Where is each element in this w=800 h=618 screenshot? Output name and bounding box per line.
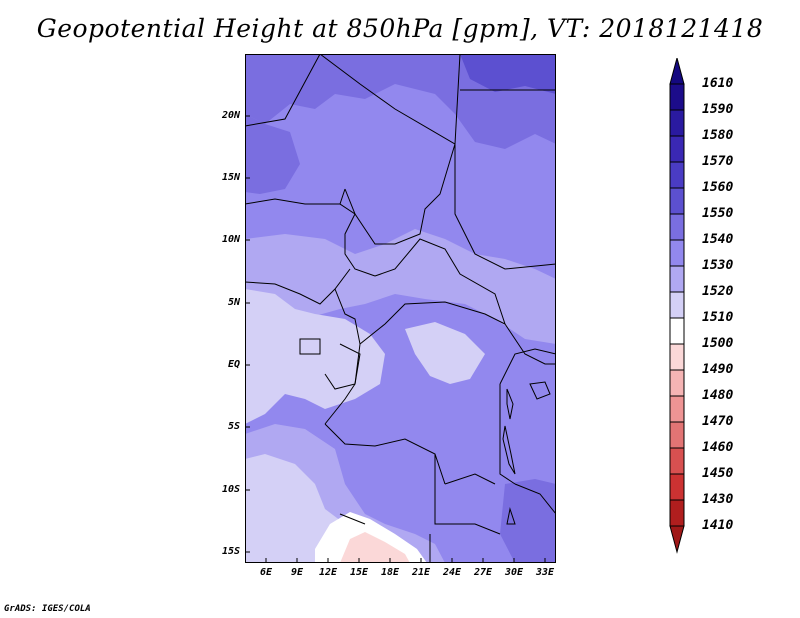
lon-label: 15E bbox=[349, 567, 369, 578]
lon-label: 30E bbox=[504, 567, 524, 578]
colorbar-swatch bbox=[669, 83, 685, 111]
colorbar-level-label: 1470 bbox=[702, 414, 734, 429]
colorbar-swatch bbox=[669, 395, 685, 423]
fill-1500 bbox=[340, 532, 410, 563]
colorbar-swatch bbox=[669, 473, 685, 501]
lakes bbox=[502, 381, 551, 525]
lon-label: 21E bbox=[411, 567, 431, 578]
colorbar-level-label: 1580 bbox=[702, 128, 734, 143]
colorbar-level-label: 1490 bbox=[702, 362, 734, 377]
lat-label: 5S bbox=[227, 421, 240, 432]
colorbar-level-label: 1480 bbox=[702, 388, 734, 403]
lat-label: 20N bbox=[221, 110, 240, 121]
lon-label: 27E bbox=[473, 567, 493, 578]
lon-label: 9E bbox=[290, 567, 304, 578]
colorbar-level-label: 1530 bbox=[702, 258, 734, 273]
lon-label: 12E bbox=[318, 567, 338, 578]
lon-label: 6E bbox=[259, 567, 273, 578]
colorbar-swatch bbox=[669, 135, 685, 163]
colorbar-level-label: 1550 bbox=[702, 206, 734, 221]
colorbar-swatch bbox=[669, 109, 685, 137]
fill-1550-west bbox=[245, 114, 300, 194]
colorbar-swatch bbox=[669, 291, 685, 319]
lat-label: 15N bbox=[221, 172, 240, 183]
colorbar-level-label: 1410 bbox=[702, 518, 734, 533]
fill-1530-band bbox=[245, 229, 556, 344]
colorbar-level-label: 1610 bbox=[702, 76, 734, 91]
lat-label: EQ bbox=[227, 359, 240, 370]
lat-label: 15S bbox=[221, 546, 240, 557]
map-panel bbox=[245, 54, 556, 563]
lat-label: 5N bbox=[227, 297, 240, 308]
colorbar-level-label: 1590 bbox=[702, 102, 734, 117]
colorbar-level-label: 1450 bbox=[702, 466, 734, 481]
colorbar-swatch bbox=[669, 369, 685, 397]
colorbar-bottom-arrow bbox=[669, 525, 685, 554]
colorbar-level-label: 1500 bbox=[702, 336, 734, 351]
colorbar-level-label: 1510 bbox=[702, 310, 734, 325]
colorbar-level-label: 1570 bbox=[702, 154, 734, 169]
lat-label: 10N bbox=[221, 234, 240, 245]
colorbar-swatch bbox=[669, 421, 685, 449]
contour-fill bbox=[245, 54, 556, 563]
colorbar-swatch bbox=[669, 499, 685, 527]
fill-1520-west bbox=[245, 289, 385, 424]
colorbar-top-arrow bbox=[669, 58, 685, 85]
colorbar-level-label: 1460 bbox=[702, 440, 734, 455]
axis-ticks bbox=[245, 115, 546, 563]
lat-label: 10S bbox=[221, 484, 240, 495]
lon-label: 24E bbox=[442, 567, 462, 578]
colorbar bbox=[669, 58, 685, 554]
map-title: Geopotential Height at 850hPa [gpm], VT:… bbox=[36, 14, 764, 43]
colorbar-swatch bbox=[669, 239, 685, 267]
fill-1550-se bbox=[500, 479, 556, 563]
colorbar-swatch bbox=[669, 213, 685, 241]
colorbar-level-label: 1520 bbox=[702, 284, 734, 299]
country-borders bbox=[245, 54, 556, 563]
colorbar-swatch bbox=[669, 265, 685, 293]
lon-label: 33E bbox=[535, 567, 555, 578]
colorbar-swatch bbox=[669, 447, 685, 475]
fill-1520-center bbox=[405, 322, 485, 384]
height-field-map bbox=[245, 54, 556, 563]
footer-credit: GrADS: IGES/COLA bbox=[4, 604, 91, 614]
map-frame bbox=[245, 54, 556, 563]
colorbar-swatch bbox=[669, 161, 685, 189]
fill-1560-ne bbox=[460, 54, 556, 94]
colorbar-swatch bbox=[669, 343, 685, 371]
colorbar-level-label: 1560 bbox=[702, 180, 734, 195]
colorbar-level-label: 1430 bbox=[702, 492, 734, 507]
lon-label: 18E bbox=[380, 567, 400, 578]
colorbar-level-label: 1540 bbox=[702, 232, 734, 247]
colorbar-swatch bbox=[669, 187, 685, 215]
colorbar-swatch bbox=[669, 317, 685, 345]
